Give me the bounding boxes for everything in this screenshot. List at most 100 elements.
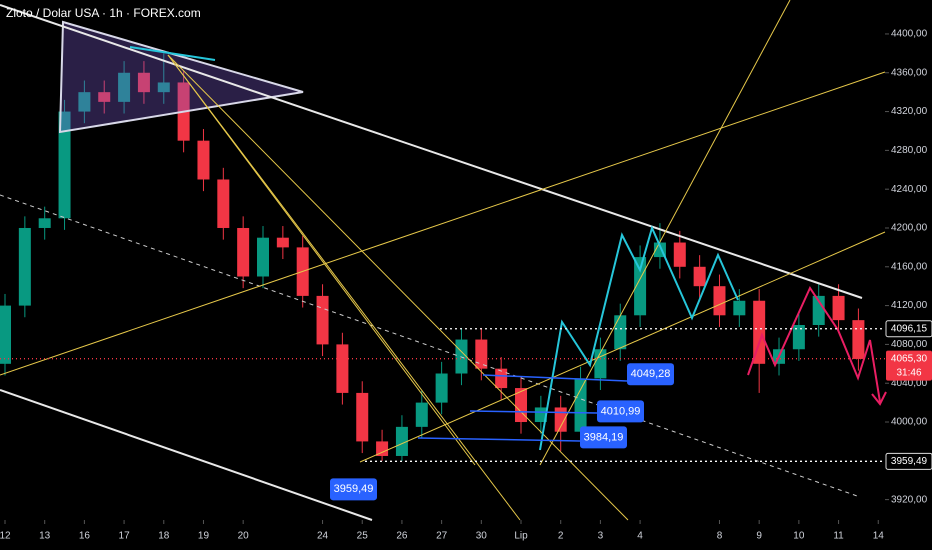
annotation-label: 4010,99: [601, 405, 641, 417]
candle-body: [634, 257, 647, 316]
x-tick-label: 26: [396, 531, 408, 542]
candle-body: [753, 300, 766, 364]
x-tick-label: 8: [717, 531, 723, 542]
y-tick-label: 4280,00: [891, 145, 928, 156]
price-label: 4096,15: [891, 323, 928, 334]
y-tick-label: 4400,00: [891, 29, 928, 40]
candle-body: [356, 392, 369, 442]
y-tick-label: 4160,00: [891, 261, 928, 272]
candle-body: [137, 72, 150, 93]
candle-body: [515, 388, 528, 423]
x-tick-label: 10: [793, 531, 805, 542]
trend-line: [539, 0, 791, 466]
candle-body: [276, 237, 289, 248]
y-tick-label: 4000,00: [891, 417, 928, 428]
triangle: [58, 20, 304, 134]
candle-body: [495, 368, 508, 389]
x-tick-label: 18: [158, 531, 170, 542]
x-tick-label: 25: [357, 531, 369, 542]
candle-body: [594, 349, 607, 379]
candle-body: [852, 320, 865, 359]
annotation-box: [330, 478, 377, 501]
x-tick-label: 4: [637, 531, 643, 542]
annotation-box: [580, 426, 627, 449]
x-tick-label: 14: [873, 531, 885, 542]
price-label-box: [885, 320, 932, 338]
y-tick-label: 4040,00: [891, 378, 928, 389]
x-tick-label: 9: [756, 531, 762, 542]
candle-body: [257, 237, 270, 277]
annotation-box: [627, 363, 674, 386]
connector: [417, 437, 581, 442]
candle-body: [554, 407, 567, 432]
candle-body: [38, 218, 51, 228]
candle-body: [0, 305, 12, 364]
x-tick-label: 24: [317, 531, 329, 542]
candle-body: [614, 315, 627, 350]
y-tick-label: 4080,00: [891, 339, 928, 350]
annotation-box: [597, 400, 644, 423]
x-tick-label: 27: [436, 531, 448, 542]
y-tick-label: 4120,00: [891, 300, 928, 311]
arrow: [871, 391, 887, 406]
candle-body: [197, 140, 210, 180]
cyan-zigzag: [539, 225, 739, 451]
candle-body: [157, 82, 170, 93]
fan-line: [167, 54, 521, 521]
y-tick-label: 4360,00: [891, 67, 928, 78]
chart-title: Zloto / Dolar USA · 1h · FOREX.com: [6, 6, 201, 20]
y-tick-label: 4320,00: [891, 106, 928, 117]
trend-line: [0, 71, 886, 376]
connector: [482, 374, 628, 382]
candles: [0, 53, 865, 461]
annotation-label: 4049,28: [631, 368, 671, 380]
candle-body: [395, 426, 408, 456]
x-tick-label: 20: [238, 531, 250, 542]
x-tick-label: 19: [198, 531, 210, 542]
candle-body: [415, 402, 428, 427]
x-tick-label: 12: [0, 531, 11, 542]
price-label-box: [886, 350, 932, 381]
candle-body: [792, 325, 805, 350]
x-tick-label: 16: [79, 531, 91, 542]
candle-body: [58, 111, 71, 219]
annotation-label: 3984,19: [584, 431, 624, 443]
x-tick-label: 11: [833, 531, 844, 542]
price-label: 3959,49: [891, 456, 928, 467]
candle-body: [673, 242, 686, 267]
candle-body: [376, 441, 389, 456]
x-tick-label: 30: [476, 531, 488, 542]
candle-body: [118, 72, 131, 102]
candle-body: [733, 300, 746, 316]
candle-body: [534, 407, 547, 423]
candle-body: [78, 92, 91, 112]
candle-body: [812, 295, 825, 325]
y-tick-label: 4240,00: [891, 184, 928, 195]
channel-top: [0, 4, 863, 299]
price-label: 4065,30: [891, 353, 928, 364]
y-tick-label: 3920,00: [891, 494, 928, 505]
candle-body: [475, 339, 488, 369]
connector: [469, 410, 598, 414]
x-tick-label: 3: [598, 531, 604, 542]
price-label-box: [885, 452, 932, 470]
candle-body: [832, 295, 845, 321]
countdown: 31:46: [896, 367, 921, 378]
candle-body: [316, 295, 329, 345]
red-zigzag: [747, 285, 881, 403]
candle-body: [693, 266, 706, 287]
annotation-label: 3959,49: [334, 483, 374, 495]
x-tick-label: 13: [39, 531, 51, 542]
fan-line: [167, 54, 629, 521]
candle-body: [336, 344, 349, 393]
candle-body: [217, 179, 230, 228]
cyan-mark: [129, 46, 216, 61]
x-tick-label: 2: [558, 531, 564, 542]
candle-body: [98, 92, 111, 102]
candle-body: [18, 227, 31, 306]
drawings: [0, 0, 887, 521]
candle-body: [574, 378, 587, 432]
candle-body: [435, 373, 448, 403]
